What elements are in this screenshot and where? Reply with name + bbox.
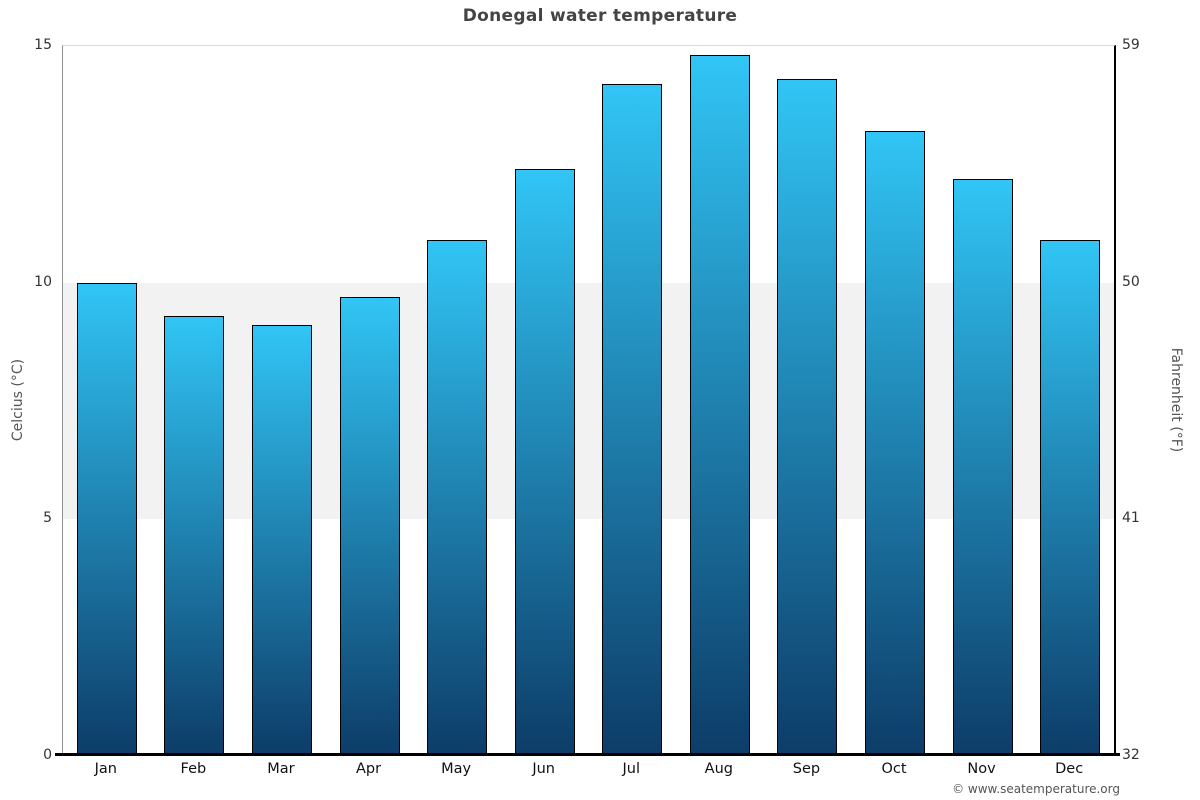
bar-oct[interactable] (864, 131, 925, 756)
bar-nov[interactable] (952, 178, 1013, 756)
bar-group-oct (851, 46, 939, 756)
bar-group-jan (63, 46, 151, 756)
x-label-oct: Oct (881, 761, 907, 777)
x-label-dec: Dec (1055, 761, 1084, 777)
x-label-aug: Aug (704, 761, 733, 777)
ytick-fahrenheit-41: 41 (1122, 510, 1140, 527)
bar-group-nov (939, 46, 1027, 756)
ytick-fahrenheit-59: 59 (1122, 37, 1140, 53)
bar-dec[interactable] (1040, 240, 1101, 756)
bar-feb[interactable] (164, 315, 225, 756)
x-label-may: May (441, 761, 472, 777)
bar-jun[interactable] (514, 169, 575, 756)
chart-title: Donegal water temperature (462, 6, 738, 26)
bar-group-mar (238, 46, 326, 756)
x-label-nov: Nov (967, 761, 996, 777)
x-axis-labels: Jan Feb Mar Apr May Jun Jul Aug Sep Oct Nov Dec (62, 761, 1113, 777)
celsius-axis-title: Celcius (°C) (10, 358, 26, 442)
ytick-celsius-10: 10 (34, 273, 52, 290)
bar-group-jun (501, 46, 589, 756)
ytick-fahrenheit-32: 32 (1122, 747, 1140, 763)
x-label-feb: Feb (180, 761, 207, 777)
bar-aug[interactable] (689, 55, 750, 756)
x-axis-line (55, 753, 1120, 756)
x-label-jun: Jun (532, 761, 555, 777)
x-label-sep: Sep (792, 761, 821, 777)
bar-sep[interactable] (777, 79, 838, 756)
bar-jul[interactable] (602, 83, 663, 756)
ytick-celsius-0: 0 (43, 747, 52, 763)
bar-may[interactable] (427, 240, 488, 756)
copyright-text: © www.seatemperature.org (952, 782, 1120, 796)
bar-group-feb (151, 46, 239, 756)
plot-area (62, 45, 1116, 756)
ytick-celsius-15: 15 (34, 37, 52, 53)
bar-group-may (413, 46, 501, 756)
x-label-jan: Jan (94, 761, 117, 777)
x-label-mar: Mar (267, 761, 295, 777)
bar-group-apr (326, 46, 414, 756)
plot-band-5-10 (63, 282, 1114, 520)
bar-jan[interactable] (76, 282, 137, 756)
bar-group-jul (588, 46, 676, 756)
x-label-jul: Jul (622, 761, 641, 777)
x-label-apr: Apr (355, 761, 382, 777)
bar-series (63, 46, 1114, 756)
bar-mar[interactable] (251, 325, 312, 756)
ytick-celsius-5: 5 (43, 510, 52, 527)
bar-group-dec (1026, 46, 1114, 756)
fahrenheit-axis-title: Fahrenheit (°F) (1168, 347, 1184, 453)
bar-group-aug (676, 46, 764, 756)
ytick-fahrenheit-50: 50 (1122, 273, 1140, 290)
bar-group-sep (764, 46, 852, 756)
bar-apr[interactable] (339, 296, 400, 756)
